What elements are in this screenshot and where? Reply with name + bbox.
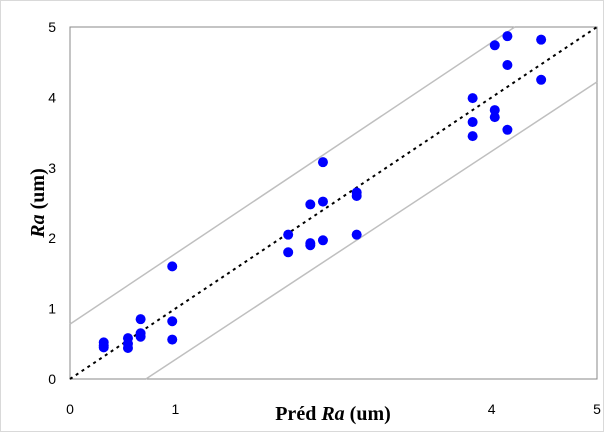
data-point [135,328,146,339]
data-points [98,31,547,354]
x-tick-label: 5 [593,401,601,417]
x-tick-labels: 0 1 4 5 [66,401,601,417]
data-point [98,342,109,353]
x-tick-label: 0 [66,401,74,417]
upper-bound-line [69,26,516,325]
data-point [135,314,146,325]
y-tick-labels: 0 1 2 3 4 5 [48,19,56,387]
lower-bound-line [145,81,598,380]
y-tick-label: 4 [48,89,56,105]
y-axis-title-suffix: (um) [27,168,49,214]
y-tick-label: 1 [48,301,56,317]
bound-lines [69,26,598,380]
data-point [122,333,133,344]
x-tick-label: 4 [488,401,496,417]
x-axis-title-italic: Ra [320,403,344,425]
data-point [351,187,362,198]
data-point [317,235,328,246]
x-tick-label: 1 [172,401,180,417]
data-point [317,157,328,168]
y-tick-label: 0 [48,371,56,387]
data-point [167,316,178,327]
data-point [536,34,547,45]
data-point [536,74,547,85]
data-point [305,238,316,249]
data-point [467,117,478,128]
data-point [283,247,294,258]
y-tick-label: 5 [48,19,56,35]
data-point [467,131,478,142]
x-axis-title: Préd Ra (um) [275,403,391,425]
data-point [489,112,500,123]
data-point [317,196,328,207]
y-tick-label: 3 [48,160,56,176]
data-point [467,93,478,104]
y-tick-label: 2 [48,230,56,246]
y-axis-title-italic: Ra [27,214,49,238]
data-point [489,105,500,116]
data-point [502,31,513,42]
data-point [502,60,513,71]
data-point [502,124,513,135]
data-point [351,229,362,240]
identity-line [69,26,598,380]
data-point [283,229,294,240]
data-point [489,40,500,51]
data-point [167,334,178,345]
data-point [167,261,178,272]
x-axis-title-prefix: Préd [275,403,321,425]
y-axis-title: Ra (um) [27,168,49,238]
data-point [305,199,316,210]
x-axis-title-suffix: (um) [345,403,391,425]
